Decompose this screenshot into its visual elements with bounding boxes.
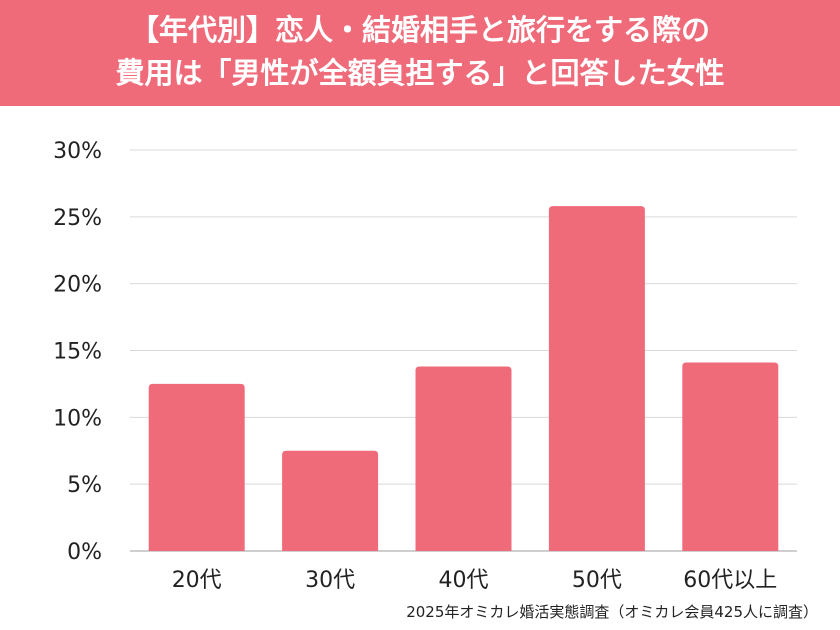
- y-tick-label: 0%: [67, 540, 102, 565]
- bar: [148, 383, 245, 551]
- x-tick-label: 20代: [172, 568, 222, 593]
- chart-title-line-1: 【年代別】恋人・結婚相手と旅行をする際の: [129, 13, 710, 47]
- source-note: 2025年オミカレ婚活実態調査（オミカレ会員425人に調査）: [406, 603, 818, 621]
- bar: [682, 362, 779, 551]
- y-tick-label: 5%: [67, 473, 102, 498]
- x-axis-tick-labels: 20代 30代 40代 50代 60代以上: [172, 568, 778, 593]
- bar: [415, 366, 512, 551]
- y-axis-tick-labels: 0% 5% 10% 15% 20% 25% 30%: [53, 139, 102, 565]
- y-tick-label: 10%: [53, 406, 102, 431]
- y-tick-label: 25%: [53, 206, 102, 231]
- bar: [548, 206, 645, 551]
- chart-title-line-2: 費用は「男性が全額負担する」と回答した女性: [115, 56, 725, 90]
- bar: [282, 450, 379, 551]
- x-tick-label: 40代: [439, 568, 489, 593]
- x-tick-label: 50代: [572, 568, 622, 593]
- bars: [148, 206, 779, 551]
- y-tick-label: 20%: [53, 273, 102, 298]
- x-tick-label: 60代以上: [683, 568, 777, 593]
- y-tick-label: 15%: [53, 340, 102, 365]
- x-tick-label: 30代: [305, 568, 355, 593]
- title-banner: 【年代別】恋人・結婚相手と旅行をする際の 費用は「男性が全額負担する」と回答した…: [0, 0, 840, 106]
- bar-chart: 0% 5% 10% 15% 20% 25% 30% 20代 30代 40代 50代 60代以上: [53, 139, 797, 593]
- y-tick-label: 30%: [53, 139, 102, 164]
